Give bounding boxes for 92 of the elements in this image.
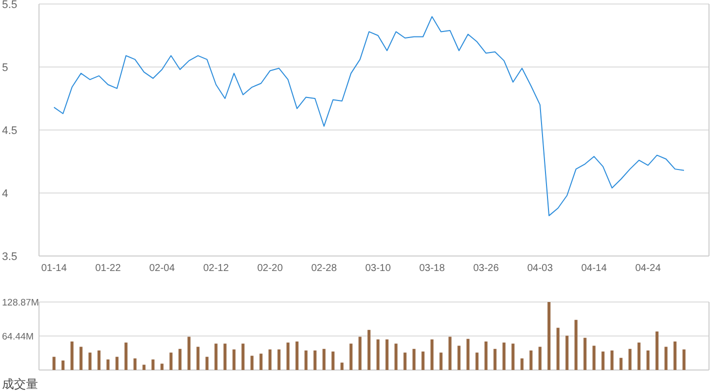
bar: [638, 342, 640, 370]
x-tick-label: 01-22: [95, 263, 122, 274]
bar: [674, 342, 676, 370]
bar: [340, 362, 344, 370]
bar: [142, 364, 146, 370]
y-tick-label: 5: [2, 62, 8, 74]
bar: [206, 356, 208, 370]
bar: [620, 358, 622, 370]
bar: [548, 302, 550, 370]
bar: [386, 339, 388, 370]
x-tick-label: 04-14: [581, 263, 608, 274]
bar: [70, 342, 74, 370]
bar: [656, 331, 658, 370]
bar: [646, 350, 650, 370]
bar: [422, 352, 424, 370]
bar: [296, 342, 298, 370]
bar: [566, 336, 568, 370]
bar: [178, 348, 182, 370]
bar: [278, 349, 280, 370]
x-tick-label: 02-20: [257, 263, 284, 274]
bar: [62, 360, 64, 370]
bar: [358, 336, 362, 370]
bar: [574, 320, 578, 370]
bar: [602, 352, 604, 370]
y-tick-label: 4.5: [2, 124, 18, 137]
bar: [512, 344, 514, 370]
bar: [404, 352, 406, 370]
bar: [448, 336, 452, 370]
y-tick-label: 128.87M: [2, 297, 40, 308]
bar: [260, 354, 262, 370]
bar: [98, 350, 100, 370]
bar: [124, 342, 128, 370]
bar: [224, 344, 226, 370]
bar: [530, 350, 532, 370]
bar: [592, 346, 596, 370]
bar: [466, 338, 470, 370]
bar: [520, 358, 524, 370]
bar: [232, 349, 236, 370]
bar: [80, 346, 82, 370]
bar: [664, 346, 668, 370]
bar: [106, 359, 110, 370]
bar: [52, 356, 56, 370]
bar: [170, 352, 172, 370]
bar: [242, 344, 244, 370]
x-tick-label: 03-10: [365, 263, 392, 274]
bar: [538, 346, 542, 370]
bar: [440, 352, 442, 370]
bar: [610, 350, 614, 370]
bar: [430, 339, 434, 370]
bar: [196, 346, 200, 370]
bar: [188, 336, 190, 370]
bar: [412, 348, 416, 370]
x-tick-label: 04-03: [527, 263, 554, 274]
bar: [502, 342, 506, 370]
bar: [628, 348, 632, 370]
bar: [134, 358, 136, 370]
line-series: [54, 16, 684, 216]
bar: [476, 352, 478, 370]
x-tick-label: 01-14: [41, 263, 68, 274]
bar: [458, 346, 460, 370]
y-tick-label: 64.44M: [2, 331, 34, 342]
bar: [268, 349, 272, 370]
bar: [332, 352, 334, 370]
bar: [394, 344, 398, 370]
bar: [304, 350, 308, 370]
x-axis-title: 成交量: [2, 377, 38, 391]
bar: [322, 348, 326, 370]
x-tick-label: 02-04: [149, 263, 176, 274]
bar: [152, 359, 154, 370]
y-tick-label: 3.5: [2, 250, 18, 263]
bar: [116, 356, 118, 370]
bar: [314, 350, 316, 370]
bar: [350, 344, 352, 370]
x-tick-label: 03-18: [419, 263, 446, 274]
bar: [286, 342, 290, 370]
bar: [494, 348, 496, 370]
x-tick-label: 03-26: [473, 263, 500, 274]
bar: [160, 364, 164, 370]
bar: [250, 356, 254, 370]
y-tick-label: 5.5: [2, 0, 18, 11]
bar: [556, 328, 560, 370]
x-tick-label: 04-24: [635, 263, 662, 274]
x-tick-label: 02-28: [311, 263, 338, 274]
y-tick-label: 4: [2, 188, 8, 200]
bar: [214, 344, 218, 370]
bar: [368, 330, 370, 370]
bar: [584, 338, 586, 370]
bar: [484, 342, 488, 370]
x-tick-label: 02-12: [203, 263, 230, 274]
bar: [682, 349, 686, 370]
bar: [376, 339, 380, 370]
bar: [88, 352, 92, 370]
